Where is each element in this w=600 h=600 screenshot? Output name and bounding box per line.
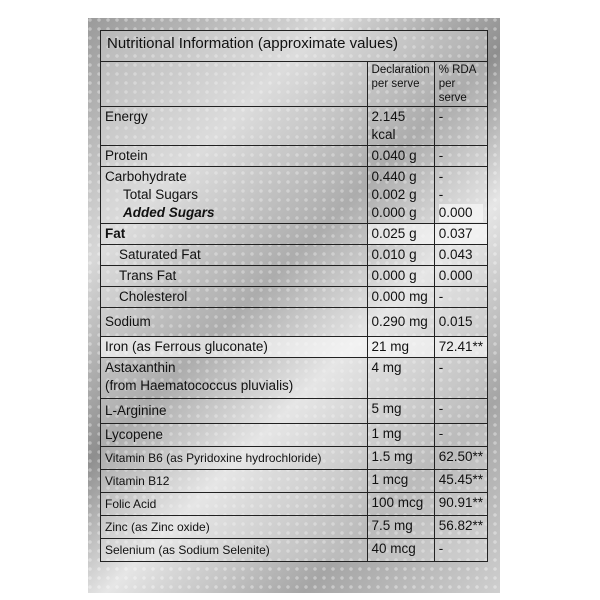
row-declaration: 0.040 g <box>366 145 435 167</box>
table-row-carbohydrate-group: Carbohydrate Total Sugars Added Sugars 0… <box>100 166 489 224</box>
row-declaration: 1 mcg <box>366 469 435 493</box>
row-label: Selenium (as Sodium Selenite) <box>100 538 368 562</box>
row-declaration: 7.5 mg <box>366 515 435 539</box>
row-label: Fat <box>100 223 368 245</box>
row-declaration: 0.440 g 0.002 g 0.000 g <box>366 166 435 224</box>
carbohydrate-rda: - <box>438 169 444 184</box>
row-label: Sodium <box>100 307 368 337</box>
row-rda: - <box>433 106 489 146</box>
table-title: Nutritional Information (approximate val… <box>100 30 488 62</box>
astaxanthin-source: (from Haematococcus pluvialis) <box>105 378 294 393</box>
table-row: Zinc (as Zinc oxide) 7.5 mg 56.82** <box>100 515 489 539</box>
row-declaration: 4 mg <box>366 357 435 399</box>
row-label: Lycopene <box>100 423 368 447</box>
table-row: Selenium (as Sodium Selenite) 40 mcg - <box>100 538 489 562</box>
header-blank <box>100 61 368 107</box>
row-rda: 56.82** <box>433 515 489 539</box>
row-rda: 0.037 <box>433 223 489 245</box>
row-rda: 0.000 <box>433 265 489 287</box>
table-row: Energy 2.145 kcal - <box>100 106 489 146</box>
row-label: Iron (as Ferrous gluconate) <box>100 336 368 358</box>
added-sugars-rda: 0.000 <box>438 204 483 222</box>
row-declaration: 100 mcg <box>366 492 435 516</box>
row-rda: 45.45** <box>433 469 489 493</box>
row-label: Cholesterol <box>100 286 368 308</box>
row-rda: 72.41** <box>433 336 489 358</box>
row-rda: 0.015 <box>433 307 489 337</box>
row-declaration: 5 mg <box>366 398 435 424</box>
row-rda: 90.91** <box>433 492 489 516</box>
row-label: Protein <box>100 145 368 167</box>
row-label: Energy <box>100 106 368 146</box>
table-row: L-Arginine 5 mg - <box>100 398 489 424</box>
row-declaration: 0.290 mg <box>366 307 435 337</box>
row-rda: - <box>433 423 489 447</box>
added-sugars-value: 0.000 g <box>371 205 417 220</box>
row-declaration: 2.145 kcal <box>366 106 435 146</box>
row-label: Zinc (as Zinc oxide) <box>100 515 368 539</box>
row-rda: - <box>433 398 489 424</box>
carbohydrate-label: Carbohydrate <box>105 169 187 184</box>
row-label: Trans Fat <box>100 265 368 287</box>
table-row: Trans Fat 0.000 g 0.000 <box>100 265 489 287</box>
row-declaration: 21 mg <box>366 336 435 358</box>
table-row: Vitamin B6 (as Pyridoxine hydrochloride)… <box>100 446 489 470</box>
carbohydrate-value: 0.440 g <box>371 169 417 184</box>
header-rda: % RDA per serve <box>433 61 489 107</box>
added-sugars-label: Added Sugars <box>123 205 215 220</box>
table-row: Iron (as Ferrous gluconate) 21 mg 72.41*… <box>100 336 489 358</box>
row-label: Vitamin B12 <box>100 469 368 493</box>
row-rda: 62.50** <box>433 446 489 470</box>
row-rda: - - 0.000 <box>433 166 489 224</box>
row-declaration: 1 mg <box>366 423 435 447</box>
row-rda: - <box>433 538 489 562</box>
table-row: Cholesterol 0.000 mg - <box>100 286 489 308</box>
table-row: Vitamin B12 1 mcg 45.45** <box>100 469 489 493</box>
row-rda: - <box>433 357 489 399</box>
total-sugars-rda: - <box>438 187 444 202</box>
row-declaration: 1.5 mg <box>366 446 435 470</box>
row-declaration: 0.000 mg <box>366 286 435 308</box>
row-declaration: 40 mcg <box>366 538 435 562</box>
astaxanthin-label: Astaxanthin <box>105 360 176 375</box>
table-row: Lycopene 1 mg - <box>100 423 489 447</box>
header-declaration: Declaration per serve <box>366 61 435 107</box>
row-label: Carbohydrate Total Sugars Added Sugars <box>100 166 368 224</box>
table-row: Astaxanthin (from Haematococcus pluviali… <box>100 357 489 399</box>
row-declaration: 0.010 g <box>366 244 435 266</box>
row-label: Astaxanthin (from Haematococcus pluviali… <box>100 357 368 399</box>
table-row: Sodium 0.290 mg 0.015 <box>100 307 489 337</box>
row-rda: - <box>433 145 489 167</box>
row-rda: 0.043 <box>433 244 489 266</box>
table-row: Folic Acid 100 mcg 90.91** <box>100 492 489 516</box>
row-declaration: 0.000 g <box>366 265 435 287</box>
row-label: Folic Acid <box>100 492 368 516</box>
row-label: Saturated Fat <box>100 244 368 266</box>
row-rda: - <box>433 286 489 308</box>
row-label: L-Arginine <box>100 398 368 424</box>
table-row: Fat 0.025 g 0.037 <box>100 223 489 245</box>
table-row: Saturated Fat 0.010 g 0.043 <box>100 244 489 266</box>
total-sugars-value: 0.002 g <box>371 187 417 202</box>
total-sugars-label: Total Sugars <box>123 187 199 202</box>
table-row: Protein 0.040 g - <box>100 145 489 167</box>
row-declaration: 0.025 g <box>366 223 435 245</box>
nutrition-table: Nutritional Information (approximate val… <box>100 30 489 562</box>
row-label: Vitamin B6 (as Pyridoxine hydrochloride) <box>100 446 368 470</box>
